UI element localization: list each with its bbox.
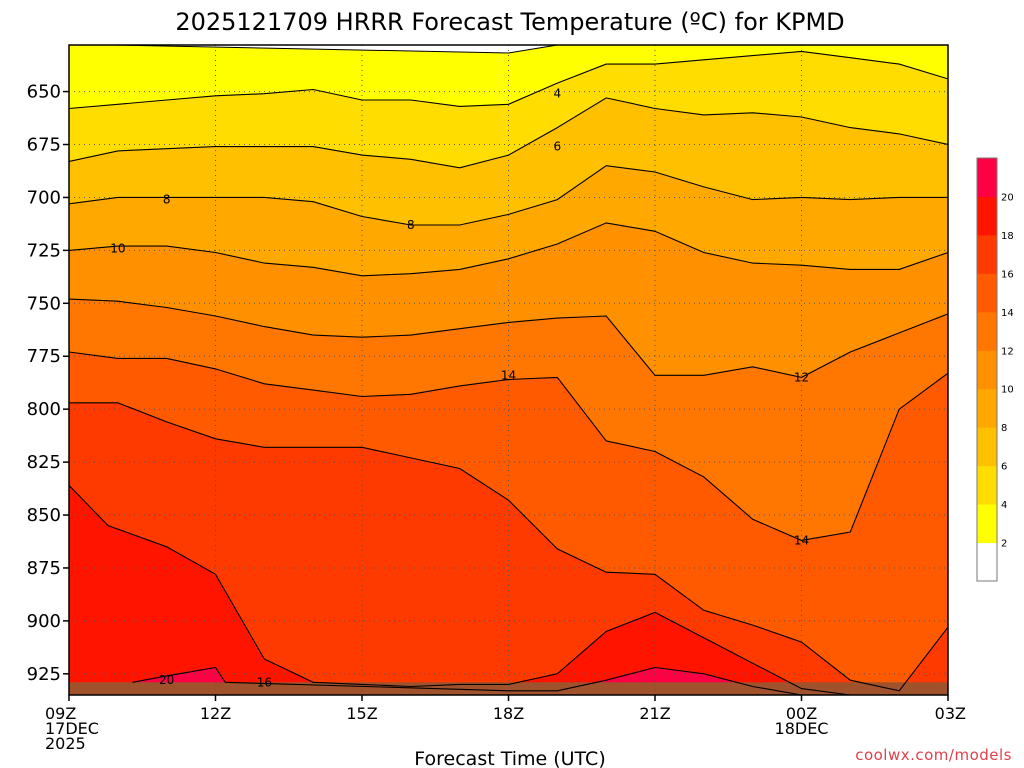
x-tick-label: 09Z [45, 704, 76, 723]
colorbar-swatch [977, 388, 997, 428]
x-axis-label: Forecast Time (UTC) [414, 748, 605, 768]
colorbar-swatch [977, 350, 997, 390]
colorbar-swatch [977, 234, 997, 274]
y-tick-label: 875 [27, 558, 61, 579]
contour-label: 14 [501, 368, 516, 382]
chart-title: 2025121709 HRRR Forecast Temperature (ºC… [175, 8, 844, 36]
colorbar-swatch [977, 542, 997, 582]
y-tick-label: 850 [27, 505, 61, 526]
contour-label: 8 [163, 193, 171, 207]
band-below-2 [112, 45, 558, 54]
contour-line-4 [69, 50, 948, 110]
y-tick-label: 775 [27, 346, 61, 367]
x-tick-label: 03Z [935, 704, 966, 723]
colorbar-swatch [977, 311, 997, 351]
credit-text: coolwx.com/models [855, 746, 1012, 764]
contour-line-20 [132, 666, 802, 695]
colorbar-tick-label: 18 [1001, 231, 1014, 242]
y-tick-label: 725 [27, 240, 61, 261]
colorbar-tick-label: 4 [1001, 500, 1007, 511]
colorbar-tick-label: 20 [1001, 192, 1014, 203]
y-tick-label: 750 [27, 293, 61, 314]
contour-label: 12 [794, 370, 809, 384]
y-tick-label: 675 [27, 135, 61, 156]
contour-line-12 [69, 298, 948, 378]
contour-label-layer: 4 6 8 8 10 14 12 14 20 16 [110, 87, 809, 690]
colorbar-tick-label: 16 [1001, 269, 1014, 280]
x-tick-label: 18DEC [775, 719, 829, 738]
x-tick-label: 00Z [786, 704, 817, 723]
contour-label: 8 [407, 218, 415, 232]
contour-line-10 [69, 222, 948, 277]
y-axis: 650 675 700 725 750 775 800 825 850 875 900 925 [27, 82, 69, 685]
colorbar-swatch [977, 196, 997, 236]
colorbar-swatch [977, 504, 997, 544]
colorbar-swatch [977, 427, 997, 467]
x-tick-label: 15Z [346, 704, 377, 723]
colorbar-tick-label: 8 [1001, 423, 1007, 434]
y-tick-label: 825 [27, 452, 61, 473]
y-tick-label: 800 [27, 399, 61, 420]
contour-label: 10 [110, 241, 125, 255]
temperature-fill-layer [69, 45, 948, 695]
contour-label: 4 [554, 87, 562, 101]
colorbar-swatch [977, 273, 997, 313]
contour-line-16 [69, 402, 948, 692]
contour-label: 16 [257, 675, 272, 689]
ground-strip [69, 682, 948, 695]
contour-label: 20 [159, 673, 174, 687]
band-above-16 [69, 402, 948, 695]
x-tick-label: 21Z [639, 704, 670, 723]
colorbar-swatch [977, 158, 997, 197]
colorbar-swatch [977, 465, 997, 505]
x-tick-label: 2025 [45, 734, 86, 753]
contour-label: 6 [554, 140, 562, 154]
y-tick-label: 700 [27, 187, 61, 208]
contour-label: 14 [794, 533, 809, 547]
y-tick-label: 650 [27, 82, 61, 103]
contour-line-14 [69, 351, 948, 541]
contour-line-layer [69, 50, 948, 695]
x-tick-label: 12Z [200, 704, 231, 723]
colorbar: 2 4 6 8 10 12 14 16 18 20 [976, 157, 1014, 582]
x-tick-label: 17DEC [45, 719, 99, 738]
band-above-18 [69, 485, 851, 695]
contour-line-18 [69, 485, 851, 695]
colorbar-tick-label: 14 [1001, 308, 1014, 319]
x-tick-label: 18Z [493, 704, 524, 723]
y-tick-label: 900 [27, 611, 61, 632]
contour-line-8 [69, 165, 948, 226]
colorbar-tick-label: 12 [1001, 346, 1014, 357]
colorbar-frame [976, 157, 998, 582]
colorbar-tick-label: 10 [1001, 385, 1014, 396]
contour-line-6 [69, 97, 948, 169]
colorbar-tick-label: 2 [1001, 539, 1007, 550]
y-tick-label: 925 [27, 664, 61, 685]
colorbar-tick-label: 6 [1001, 462, 1007, 473]
